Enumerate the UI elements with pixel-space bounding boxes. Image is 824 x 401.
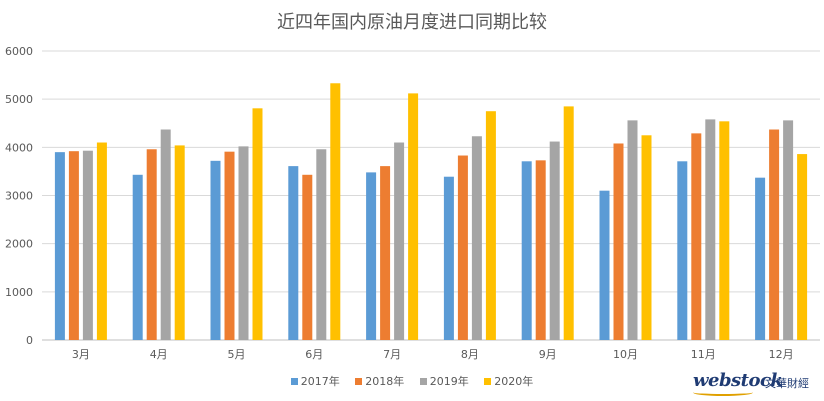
- x-tick-label: 4月: [150, 348, 168, 361]
- y-tick-label: 1000: [5, 286, 33, 299]
- bar: [485, 111, 496, 340]
- y-tick-label: 4000: [5, 141, 33, 154]
- y-tick-label: 2000: [5, 238, 33, 251]
- y-tick-label: 0: [26, 334, 33, 347]
- legend-swatch-2019: [419, 378, 427, 385]
- bar: [521, 161, 532, 340]
- y-tick-label: 5000: [5, 93, 33, 106]
- bar: [797, 154, 808, 340]
- bar: [599, 190, 610, 340]
- bar: [146, 149, 157, 340]
- webstock-logo: webstock 文華財經: [693, 370, 819, 396]
- x-tick-label: 3月: [72, 348, 90, 361]
- bar: [457, 155, 468, 340]
- y-tick-label: 6000: [5, 45, 33, 58]
- bar: [316, 149, 327, 340]
- bar: [705, 119, 716, 340]
- bar: [549, 141, 560, 340]
- bar: [68, 151, 79, 340]
- bar: [641, 135, 652, 340]
- bar: [380, 166, 391, 340]
- y-tick-label: 3000: [5, 190, 33, 203]
- bar: [471, 136, 482, 340]
- bar: [252, 108, 263, 341]
- x-tick-label: 8月: [461, 348, 479, 361]
- bar: [132, 174, 143, 340]
- bar: [408, 93, 419, 341]
- bar: [691, 133, 702, 340]
- chart-title: 近四年国内原油月度进口同期比较: [277, 12, 547, 33]
- x-tick-label: 12月: [769, 348, 794, 361]
- x-tick-label: 10月: [613, 348, 638, 361]
- x-tick-label: 6月: [305, 348, 323, 361]
- bar: [366, 172, 377, 340]
- bar: [394, 142, 405, 340]
- bar: [755, 177, 766, 340]
- legend-swatch-2017: [290, 378, 298, 385]
- bar: [238, 146, 249, 340]
- bar: [613, 143, 624, 340]
- logo-swoosh-icon: [693, 389, 753, 396]
- legend-swatch-2020: [484, 378, 492, 385]
- bar: [54, 152, 65, 340]
- bar: [302, 174, 313, 340]
- bar: [563, 106, 574, 341]
- x-tick-label: 5月: [228, 348, 246, 361]
- bar: [627, 120, 638, 340]
- bar: [96, 142, 107, 340]
- legend-item-2018: 2018年: [355, 373, 404, 389]
- bar: [330, 83, 341, 340]
- bar: [82, 150, 93, 340]
- legend-item-2019: 2019年: [419, 373, 469, 389]
- bar: [210, 160, 221, 340]
- x-tick-label: 11月: [691, 348, 716, 361]
- bar: [535, 160, 546, 340]
- logo-sub-text: 文華財經: [765, 377, 809, 390]
- legend-item-2020: 2020年: [484, 373, 533, 389]
- legend-item-2017: 2017年: [290, 373, 340, 389]
- logo-brand-text: webstock: [693, 370, 783, 391]
- bar: [769, 129, 780, 340]
- bar: [174, 145, 185, 340]
- x-tick-label: 9月: [539, 348, 557, 361]
- bar: [160, 129, 171, 340]
- x-tick-label: 7月: [383, 348, 401, 361]
- bar: [719, 121, 730, 340]
- chart-legend: 2017年 2018年 2019年 2020年: [0, 373, 824, 389]
- bar: [783, 120, 794, 340]
- bar: [288, 166, 299, 340]
- bar: [677, 161, 688, 340]
- legend-swatch-2018: [355, 378, 363, 385]
- bar: [443, 176, 454, 340]
- bar: [224, 151, 235, 340]
